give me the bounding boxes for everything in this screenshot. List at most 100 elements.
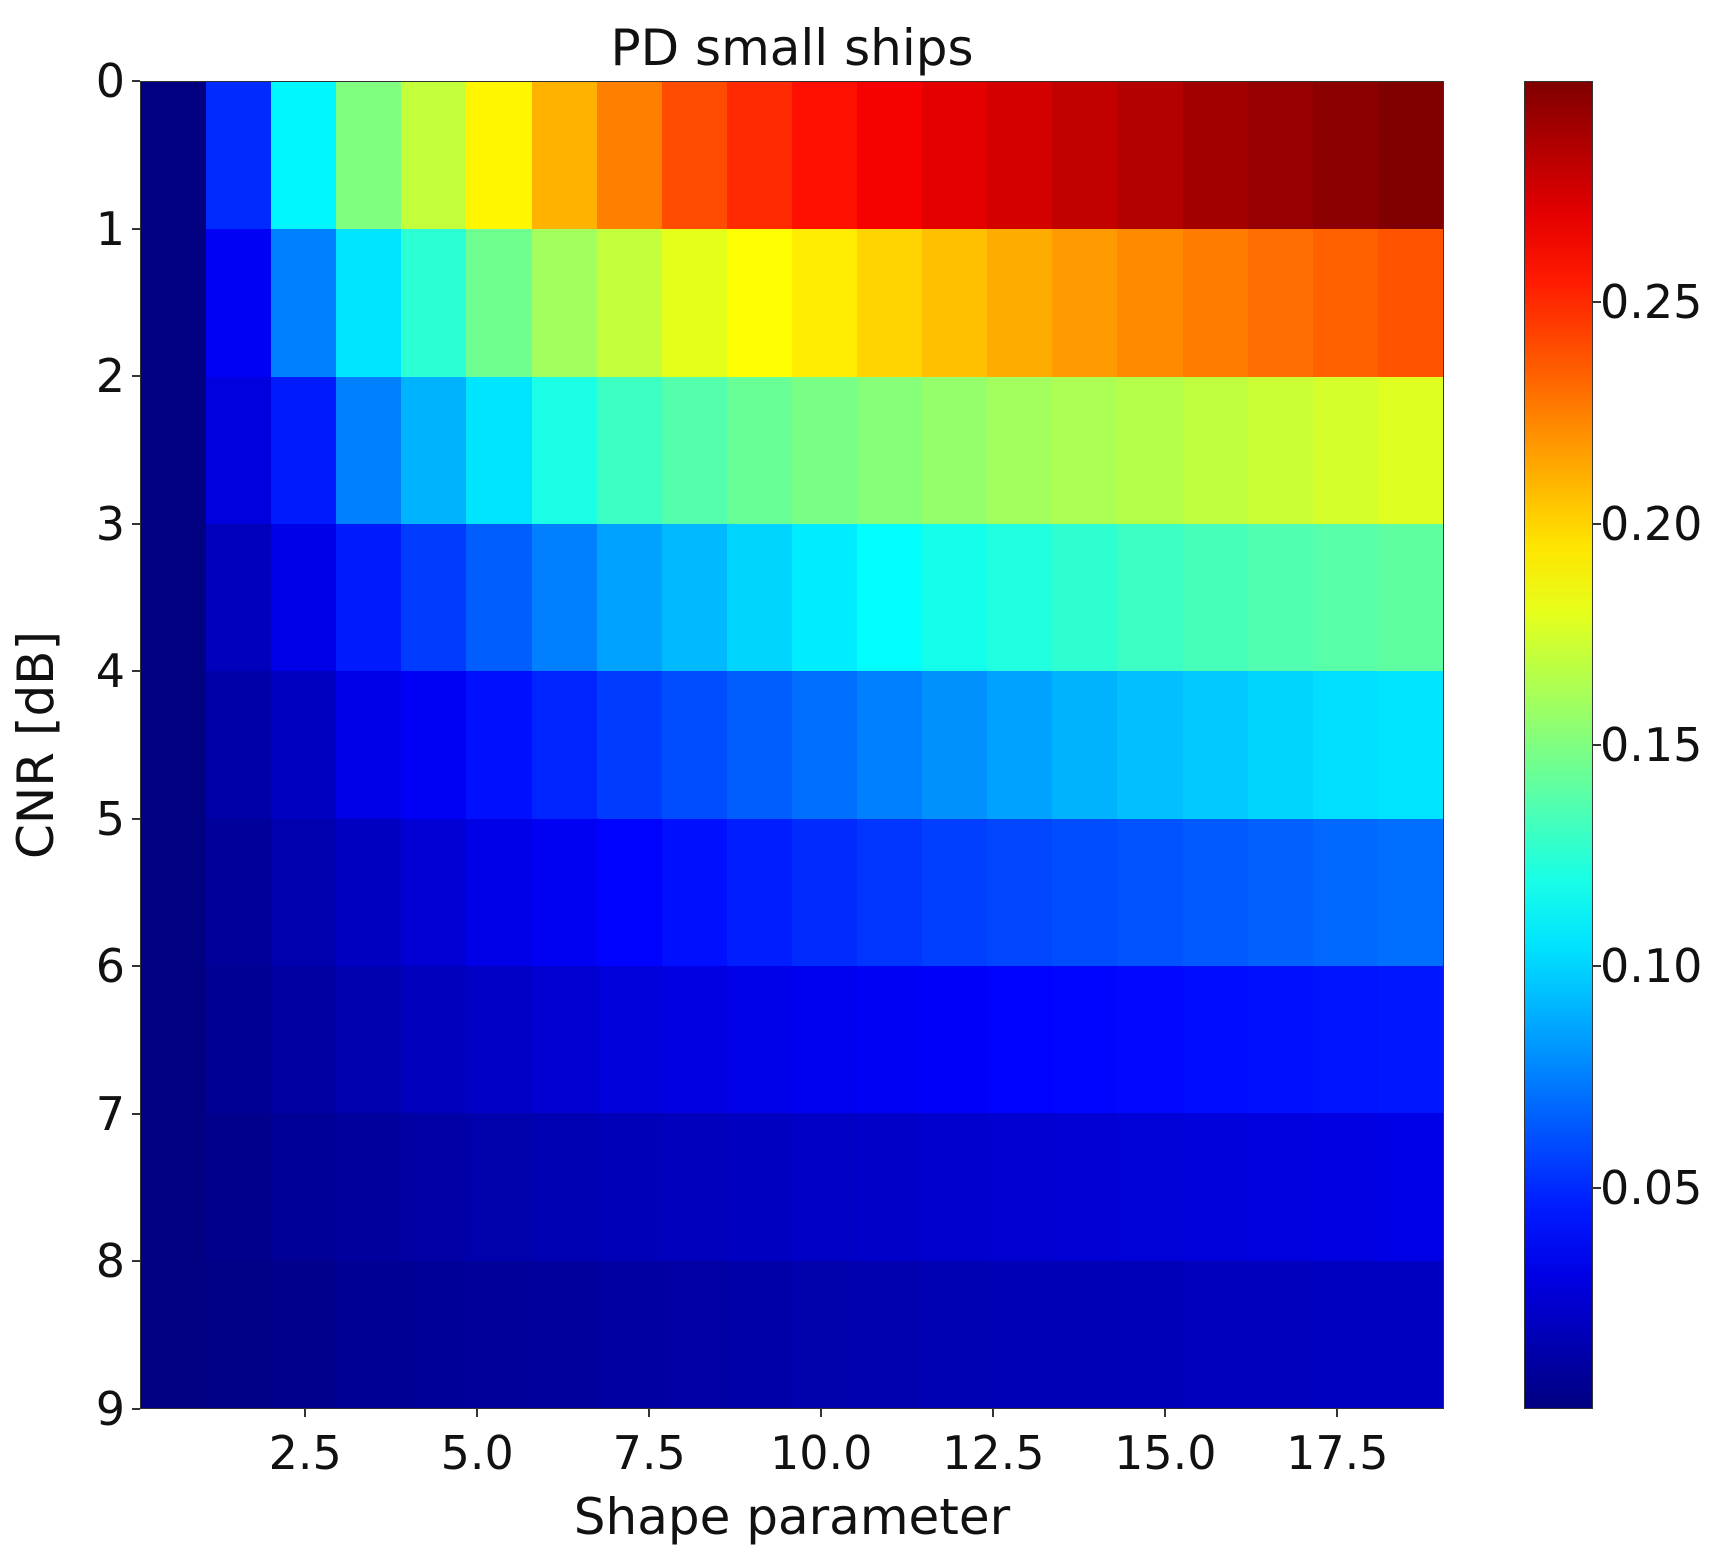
heatmap-cell bbox=[596, 376, 662, 524]
heatmap-cell bbox=[1377, 229, 1443, 377]
heatmap-cell bbox=[987, 1260, 1053, 1408]
heatmap-cell bbox=[922, 671, 988, 819]
heatmap-cell bbox=[1052, 818, 1118, 966]
y-tick-label: 7 bbox=[95, 1086, 125, 1141]
heatmap-cell bbox=[531, 1113, 597, 1261]
heatmap-cell bbox=[466, 376, 532, 524]
heatmap-cell bbox=[726, 82, 792, 230]
heatmap-cell bbox=[857, 1260, 923, 1408]
heatmap-cell bbox=[1247, 523, 1313, 672]
heatmap-cell bbox=[857, 376, 923, 524]
heatmap-cell bbox=[726, 965, 792, 1114]
heatmap-cell bbox=[922, 818, 988, 966]
heatmap-cell bbox=[596, 818, 662, 966]
heatmap-cell bbox=[531, 671, 597, 819]
heatmap-cell bbox=[1312, 82, 1378, 230]
y-tick-label: 4 bbox=[95, 644, 125, 699]
heatmap-cell bbox=[531, 1260, 597, 1408]
heatmap-cell bbox=[141, 376, 207, 524]
heatmap-cell bbox=[271, 1113, 337, 1261]
heatmap-cell bbox=[336, 671, 402, 819]
heatmap-cell bbox=[466, 818, 532, 966]
heatmap-cell bbox=[1247, 1260, 1313, 1408]
heatmap-cell bbox=[987, 818, 1053, 966]
heatmap-cell bbox=[401, 1113, 467, 1261]
heatmap-cell bbox=[1052, 229, 1118, 377]
heatmap-cell bbox=[401, 523, 467, 672]
heatmap-cell bbox=[531, 523, 597, 672]
colorbar-tick-mark bbox=[1593, 522, 1601, 525]
heatmap-cell bbox=[401, 671, 467, 819]
heatmap-cell bbox=[596, 82, 662, 230]
heatmap-cell bbox=[726, 671, 792, 819]
y-tick-mark bbox=[132, 817, 140, 820]
heatmap-cell bbox=[466, 523, 532, 672]
heatmap-cell bbox=[987, 671, 1053, 819]
x-tick-label: 5.0 bbox=[440, 1426, 514, 1480]
heatmap-cell bbox=[661, 965, 727, 1114]
heatmap-cell bbox=[1052, 523, 1118, 672]
heatmap-cell bbox=[1117, 376, 1183, 524]
heatmap-cell bbox=[661, 818, 727, 966]
heatmap-cell bbox=[857, 229, 923, 377]
heatmap-cell bbox=[271, 965, 337, 1114]
heatmap-cell bbox=[1247, 1113, 1313, 1261]
heatmap-cell bbox=[1052, 1260, 1118, 1408]
heatmap-cell bbox=[1247, 376, 1313, 524]
colorbar-tick-mark bbox=[1593, 1186, 1601, 1189]
heatmap-cell bbox=[271, 376, 337, 524]
heatmap-cell bbox=[401, 229, 467, 377]
heatmap-cell bbox=[987, 965, 1053, 1114]
heatmap-cell bbox=[661, 523, 727, 672]
y-tick-mark bbox=[132, 1112, 140, 1115]
heatmap-cell bbox=[661, 229, 727, 377]
heatmap-cell bbox=[987, 229, 1053, 377]
y-tick-mark bbox=[132, 965, 140, 968]
heatmap-cell bbox=[141, 1260, 207, 1408]
y-tick-label: 8 bbox=[95, 1234, 125, 1289]
y-tick-label: 5 bbox=[95, 791, 125, 846]
heatmap-cell bbox=[661, 1113, 727, 1261]
heatmap-cell bbox=[141, 523, 207, 672]
x-tick-mark bbox=[820, 1409, 823, 1417]
heatmap-cell bbox=[336, 1260, 402, 1408]
colorbar-tick-mark bbox=[1593, 965, 1601, 968]
heatmap-cell bbox=[596, 671, 662, 819]
heatmap-cell bbox=[791, 671, 858, 819]
heatmap-cell bbox=[1377, 671, 1443, 819]
heatmap-cell bbox=[336, 82, 402, 230]
heatmap-cell bbox=[1052, 1113, 1118, 1261]
heatmap-cell bbox=[271, 671, 337, 819]
heatmap-cell bbox=[531, 818, 597, 966]
x-tick-label: 10.0 bbox=[770, 1426, 873, 1480]
heatmap-cell bbox=[271, 523, 337, 672]
heatmap-cell bbox=[206, 1113, 272, 1261]
heatmap-cell bbox=[401, 965, 467, 1114]
x-tick-label: 15.0 bbox=[1114, 1426, 1217, 1480]
heatmap-cell bbox=[1182, 671, 1248, 819]
heatmap-cell bbox=[596, 523, 662, 672]
heatmap-cell bbox=[791, 1260, 858, 1408]
heatmap-cell bbox=[1247, 229, 1313, 377]
heatmap-cell bbox=[987, 1113, 1053, 1261]
heatmap-cell bbox=[1182, 1260, 1248, 1408]
heatmap-cell bbox=[141, 82, 207, 230]
heatmap-cell bbox=[726, 818, 792, 966]
x-tick-label: 7.5 bbox=[612, 1426, 686, 1480]
y-tick-label: 9 bbox=[95, 1382, 125, 1436]
y-tick-mark bbox=[132, 1260, 140, 1263]
heatmap-cell bbox=[922, 376, 988, 524]
heatmap-cell bbox=[596, 965, 662, 1114]
y-tick-label: 6 bbox=[95, 939, 125, 994]
heatmap-cell bbox=[1117, 818, 1183, 966]
x-tick-label: 12.5 bbox=[942, 1426, 1045, 1480]
heatmap-cell bbox=[401, 82, 467, 230]
heatmap-cell bbox=[661, 376, 727, 524]
heatmap-cell bbox=[596, 229, 662, 377]
heatmap-cell bbox=[141, 1113, 207, 1261]
heatmap-cell bbox=[336, 376, 402, 524]
x-tick-mark bbox=[476, 1409, 479, 1417]
heatmap-cell bbox=[1377, 82, 1443, 230]
heatmap-cell bbox=[336, 523, 402, 672]
heatmap-cell bbox=[1117, 523, 1183, 672]
